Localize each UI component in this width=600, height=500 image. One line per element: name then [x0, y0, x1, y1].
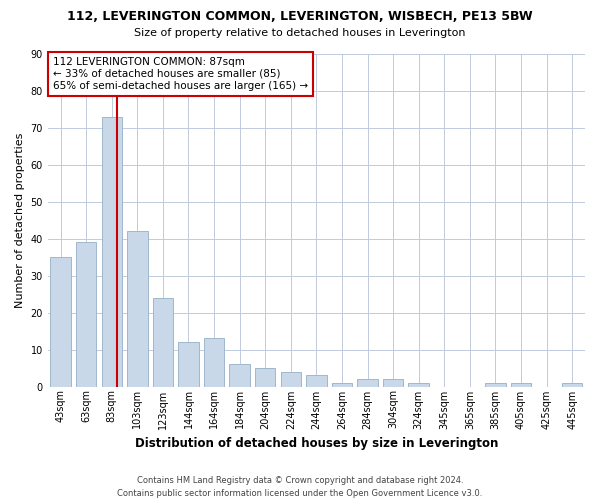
Bar [409, 383, 429, 386]
Bar [332, 383, 352, 386]
Bar [127, 232, 148, 386]
Bar [50, 257, 71, 386]
Bar [306, 376, 326, 386]
X-axis label: Distribution of detached houses by size in Leverington: Distribution of detached houses by size … [135, 437, 498, 450]
Bar [562, 383, 583, 386]
Text: 112 LEVERINGTON COMMON: 87sqm
← 33% of detached houses are smaller (85)
65% of s: 112 LEVERINGTON COMMON: 87sqm ← 33% of d… [53, 58, 308, 90]
Bar [229, 364, 250, 386]
Bar [76, 242, 97, 386]
Bar [204, 338, 224, 386]
Text: Contains HM Land Registry data © Crown copyright and database right 2024.
Contai: Contains HM Land Registry data © Crown c… [118, 476, 482, 498]
Bar [101, 117, 122, 386]
Text: Size of property relative to detached houses in Leverington: Size of property relative to detached ho… [134, 28, 466, 38]
Bar [358, 379, 378, 386]
Bar [152, 298, 173, 386]
Bar [485, 383, 506, 386]
Y-axis label: Number of detached properties: Number of detached properties [15, 132, 25, 308]
Bar [383, 379, 403, 386]
Bar [511, 383, 531, 386]
Bar [281, 372, 301, 386]
Bar [255, 368, 275, 386]
Text: 112, LEVERINGTON COMMON, LEVERINGTON, WISBECH, PE13 5BW: 112, LEVERINGTON COMMON, LEVERINGTON, WI… [67, 10, 533, 23]
Bar [178, 342, 199, 386]
